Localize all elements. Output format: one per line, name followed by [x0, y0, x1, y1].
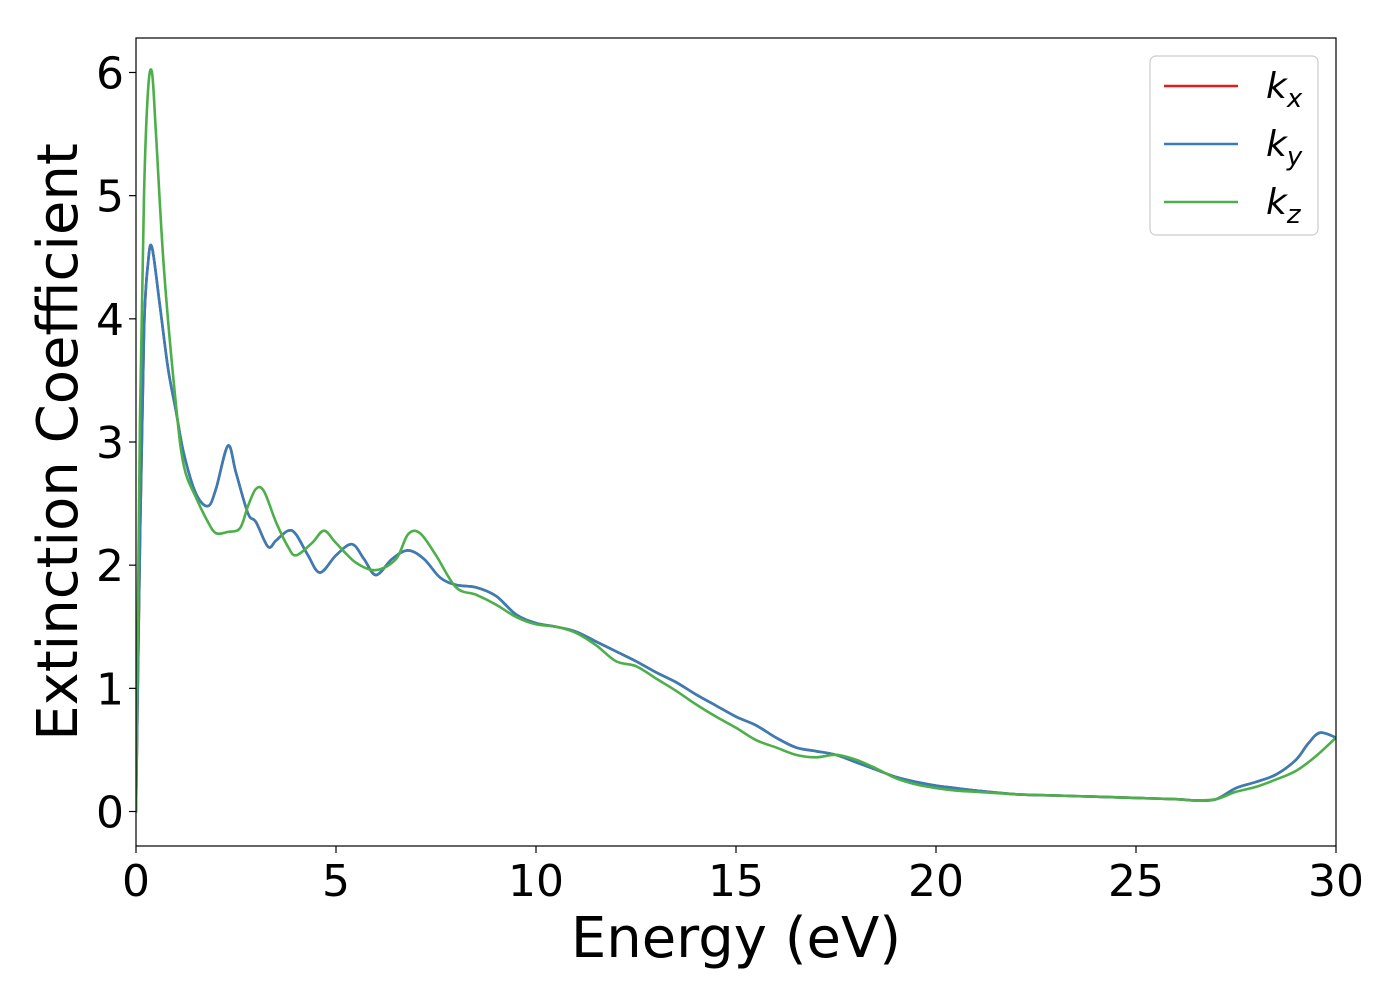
x-tick-label: 20	[908, 856, 964, 907]
tick-layer: 0 5 10 15 20 25 30 0 1 2 3 4 5 6	[96, 48, 1364, 907]
y-tick-label: 6	[96, 48, 124, 99]
x-tick-label: 0	[122, 856, 150, 907]
y-tick-label: 4	[96, 295, 124, 346]
legend-box	[1149, 55, 1319, 236]
series-line-k-z	[136, 68, 1336, 813]
y-axis-label: Extinction Coefficient	[26, 143, 91, 741]
legend: kx ky kz	[1149, 55, 1319, 236]
x-tick-label: 10	[508, 856, 564, 907]
x-tick-label: 5	[322, 856, 350, 907]
y-tick-label: 3	[96, 418, 124, 469]
plot-frame	[135, 37, 1337, 847]
legend-label-k-x: kx	[1266, 66, 1303, 114]
y-tick-label: 1	[96, 664, 124, 715]
x-tick-label: 25	[1108, 856, 1164, 907]
legend-label-k-z: kz	[1266, 182, 1302, 230]
series-layer	[136, 68, 1336, 813]
y-tick-label: 2	[96, 541, 124, 592]
legend-label-k-y: ky	[1266, 124, 1303, 172]
y-tick-label: 5	[96, 172, 124, 223]
x-tick-label: 15	[708, 856, 764, 907]
x-tick-label: 30	[1308, 856, 1364, 907]
y-tick-label: 0	[96, 788, 124, 839]
x-axis-label: Energy (eV)	[571, 906, 901, 971]
